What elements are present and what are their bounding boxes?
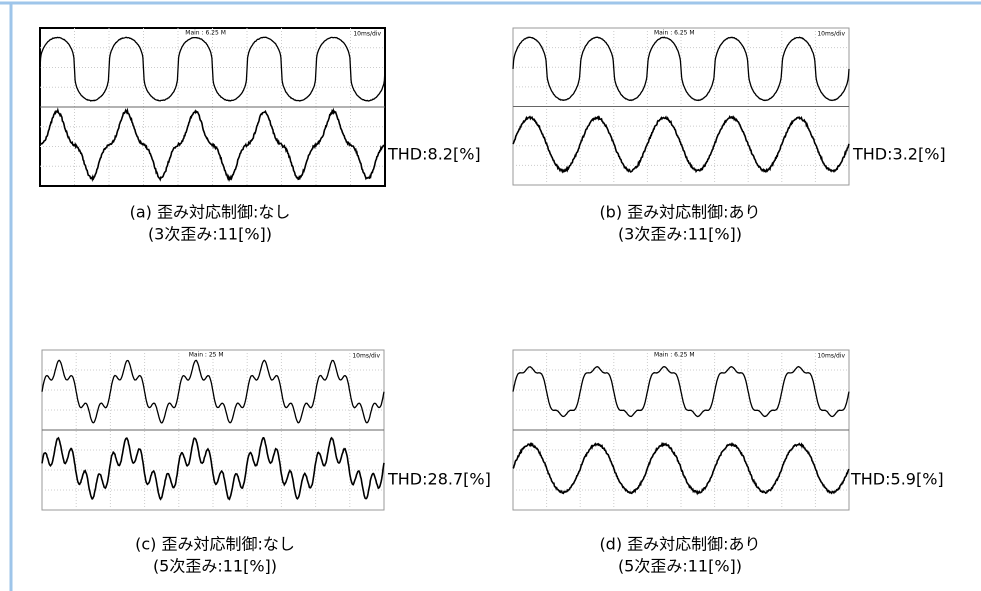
scope-div: 10ms/div (352, 353, 380, 360)
caption: (c) 歪み対応制御:なし (135, 535, 295, 554)
scope-main: Main : 6.25 M (654, 30, 695, 37)
condition: (5次歪み:11[%]) (618, 557, 742, 576)
thd-value: THD:5.9[%] (850, 470, 944, 489)
scope-panel: Main : 6.25 M 10ms/div THD:5.9[%] (d) 歪み対応制… (513, 350, 944, 576)
caption: (b) 歪み対応制御:あり (599, 203, 760, 222)
scope-main: Main : 25 M (189, 352, 224, 359)
scope-panel: Main : 6.25 M 10ms/div THD:3.2[%] (b) 歪み対応制… (513, 28, 946, 244)
condition: (5次歪み:11[%]) (153, 557, 277, 576)
scope-panel: Main : 6.25 M 10ms/div THD:8.2[%] (a) 歪み対応制… (40, 28, 481, 244)
caption: (a) 歪み対応制御:なし (130, 203, 291, 222)
figure: Main : 6.25 M 10ms/div THD:8.2[%] (a) 歪み対応制… (0, 0, 981, 591)
scope-panel: Main : 25 M 10ms/div THD:28.7[%] (c) 歪み対応制御… (42, 350, 491, 576)
thd-value: THD:28.7[%] (387, 470, 491, 489)
thd-value: THD:8.2[%] (387, 145, 481, 164)
scope-div: 10ms/div (817, 353, 845, 360)
condition: (3次歪み:11[%]) (148, 225, 272, 244)
thd-value: THD:3.2[%] (852, 145, 946, 164)
scope-main: Main : 6.25 M (185, 30, 226, 37)
page: Main : 6.25 M 10ms/div THD:8.2[%] (a) 歪み対応制… (0, 0, 981, 591)
caption: (d) 歪み対応制御:あり (599, 535, 760, 554)
scope-div: 10ms/div (817, 31, 845, 38)
condition: (3次歪み:11[%]) (618, 225, 742, 244)
scope-div: 10ms/div (353, 31, 381, 38)
scope-main: Main : 6.25 M (654, 352, 695, 359)
